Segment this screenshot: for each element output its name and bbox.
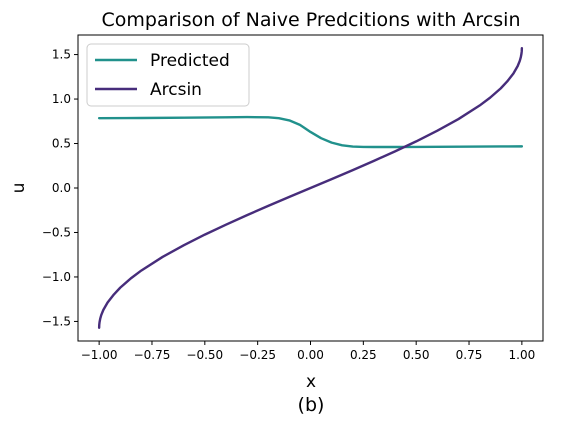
series-line-1: [97, 115, 524, 149]
x-tick-label: −0.75: [134, 348, 171, 362]
x-axis-ticks: −1.00 −0.75 −0.50 −0.25 0.00 0.25 0.50 0.75 1.00: [81, 341, 535, 362]
x-tick-label: 0.00: [297, 348, 324, 362]
y-axis-ticks: −1.5 −1.0 −0.5 0.0 0.5 1.0 1.5: [42, 48, 78, 328]
legend-label-2: Arcsin: [150, 80, 202, 100]
series-layer: [97, 47, 524, 329]
x-tick-label: 1.00: [509, 348, 536, 362]
series-line-2: [97, 47, 524, 329]
legend-label-1: Predicted: [150, 51, 230, 71]
y-axis-label: u: [9, 183, 29, 194]
y-tick-label: −1.5: [42, 314, 71, 328]
chart-title: Comparison of Naive Predcitions with Arc…: [102, 9, 521, 31]
panel-caption: (b): [298, 394, 325, 416]
x-tick-label: 0.50: [403, 348, 430, 362]
y-tick-label: 1.0: [52, 92, 71, 106]
x-tick-label: −0.25: [239, 348, 276, 362]
y-tick-label: −1.0: [42, 270, 71, 284]
y-tick-label: −0.5: [42, 225, 71, 239]
x-tick-label: −1.00: [81, 348, 118, 362]
x-tick-label: −0.50: [186, 348, 223, 362]
y-tick-label: 0.5: [52, 137, 71, 151]
y-tick-label: 1.5: [52, 48, 71, 62]
x-tick-label: 0.25: [350, 348, 377, 362]
x-axis-label: x: [306, 372, 316, 392]
legend: Predicted Arcsin: [86, 43, 250, 107]
x-tick-label: 0.75: [456, 348, 483, 362]
y-tick-label: 0.0: [52, 181, 71, 195]
